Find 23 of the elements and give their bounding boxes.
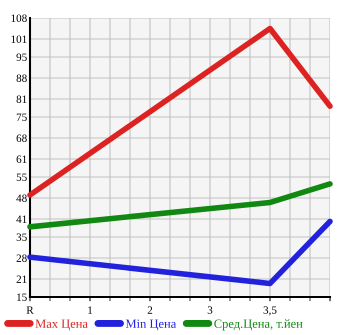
x-tick-label: 3,5: [264, 306, 277, 316]
x-tick-label: 2: [148, 306, 152, 314]
y-tick-label: 75: [16, 114, 27, 121]
y-tick-label: 55: [16, 174, 27, 181]
y-tick-label: 61: [16, 155, 27, 163]
x-tick-label: 1: [88, 306, 92, 314]
x-tick-label: R: [26, 306, 34, 314]
y-tick-label: 108: [12, 14, 27, 22]
legend-label: Max Цена: [36, 320, 88, 330]
y-tick-label: 41: [16, 216, 27, 223]
y-tick-label: 28: [16, 254, 27, 262]
y-tick-label: 88: [16, 74, 27, 82]
y-tick-label: 21: [16, 275, 27, 283]
legend-label: Сред.Цена, т.йен: [214, 319, 303, 330]
y-tick-label: 15: [17, 294, 27, 301]
y-tick-label: 48: [16, 194, 27, 202]
legend-label: Min Цена: [126, 320, 176, 330]
y-tick-label: 35: [16, 233, 27, 241]
y-tick-label: 95: [16, 53, 27, 61]
y-tick-label: 81: [16, 95, 27, 103]
x-tick-label: 3: [208, 306, 212, 314]
y-tick-label: 101: [12, 35, 27, 43]
y-tick-label: 68: [16, 134, 27, 142]
